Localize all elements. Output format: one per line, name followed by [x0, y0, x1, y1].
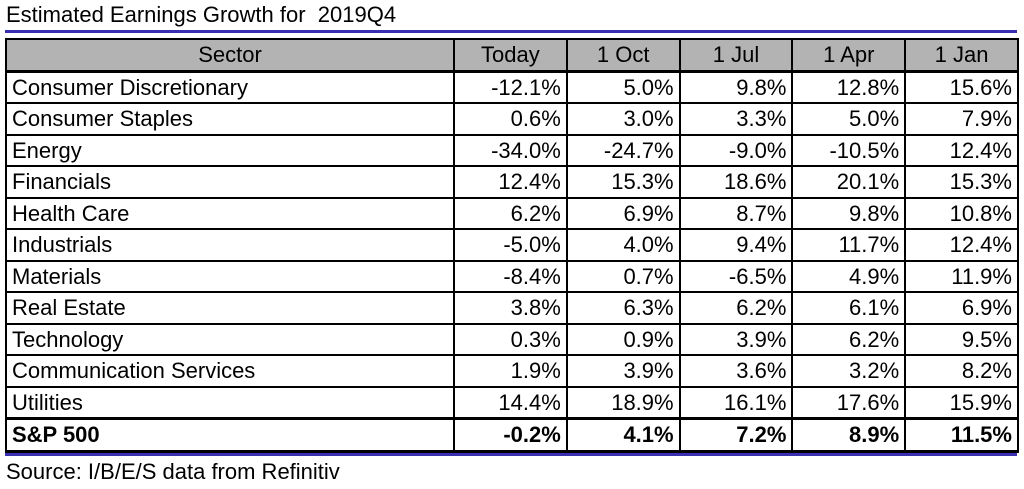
value-cell: -8.4%	[453, 259, 568, 293]
value-cell: -5.0%	[453, 228, 568, 262]
value-cell: 15.6%	[904, 70, 1019, 104]
value-cell: 0.3%	[453, 322, 568, 356]
value-cell: 6.3%	[565, 291, 681, 325]
table-body: Consumer Discretionary -12.1% 5.0% 9.8% 12.8…	[5, 70, 1019, 453]
sector-cell: Consumer Staples	[5, 102, 455, 136]
column-header: 1 Oct	[565, 38, 681, 73]
value-cell: -10.5%	[791, 133, 907, 167]
value-cell: 20.1%	[791, 165, 907, 199]
column-header: 1 Jul	[678, 38, 794, 73]
value-cell: 1.9%	[453, 354, 568, 388]
value-cell: 9.4%	[678, 228, 794, 262]
sector-cell: Materials	[5, 259, 455, 293]
value-cell: 3.9%	[678, 322, 794, 356]
value-cell: 4.9%	[791, 259, 907, 293]
value-cell: -24.7%	[565, 133, 681, 167]
table-row: Financials 12.4% 15.3% 18.6% 20.1% 15.3%	[5, 165, 1019, 199]
sector-cell: Health Care	[5, 196, 455, 230]
value-cell: 12.4%	[904, 133, 1019, 167]
table-row: Energy -34.0% -24.7% -9.0% -10.5% 12.4%	[5, 133, 1019, 167]
table-row: Real Estate 3.8% 6.3% 6.2% 6.1% 6.9%	[5, 291, 1019, 325]
sector-cell: Energy	[5, 133, 455, 167]
value-cell: 6.9%	[565, 196, 681, 230]
value-cell: 11.5%	[904, 417, 1019, 453]
sector-cell: S&P 500	[5, 417, 455, 453]
value-cell: 6.1%	[791, 291, 907, 325]
value-cell: -12.1%	[453, 70, 568, 104]
table-row: Health Care 6.2% 6.9% 8.7% 9.8% 10.8%	[5, 196, 1019, 230]
value-cell: -0.2%	[453, 417, 568, 453]
value-cell: 14.4%	[453, 385, 568, 420]
table-row: Communication Services 1.9% 3.9% 3.6% 3.2% 8.…	[5, 354, 1019, 388]
value-cell: 0.6%	[453, 102, 568, 136]
value-cell: 5.0%	[565, 70, 681, 104]
sector-cell: Consumer Discretionary	[5, 70, 455, 104]
sector-cell: Real Estate	[5, 291, 455, 325]
value-cell: 17.6%	[791, 385, 907, 420]
column-header: Today	[453, 38, 568, 73]
sector-cell: Industrials	[5, 228, 455, 262]
header-row: Sector Today 1 Oct 1 Jul 1 Apr 1 Jan	[5, 38, 1019, 73]
sector-cell: Communication Services	[5, 354, 455, 388]
value-cell: 9.5%	[904, 322, 1019, 356]
table-row: Materials -8.4% 0.7% -6.5% 4.9% 11.9%	[5, 259, 1019, 293]
value-cell: 3.8%	[453, 291, 568, 325]
value-cell: 18.6%	[678, 165, 794, 199]
value-cell: 9.8%	[678, 70, 794, 104]
column-header-sector: Sector	[5, 38, 455, 73]
column-header: 1 Apr	[791, 38, 907, 73]
table-row: Technology 0.3% 0.9% 3.9% 6.2% 9.5%	[5, 322, 1019, 356]
value-cell: 3.9%	[565, 354, 681, 388]
sector-cell: Financials	[5, 165, 455, 199]
value-cell: 3.0%	[565, 102, 681, 136]
value-cell: 0.7%	[565, 259, 681, 293]
value-cell: 8.7%	[678, 196, 794, 230]
value-cell: 7.9%	[904, 102, 1019, 136]
value-cell: 15.3%	[904, 165, 1019, 199]
table-row: Industrials -5.0% 4.0% 9.4% 11.7% 12.4%	[5, 228, 1019, 262]
value-cell: 6.2%	[791, 322, 907, 356]
value-cell: 11.7%	[791, 228, 907, 262]
value-cell: 18.9%	[565, 385, 681, 420]
value-cell: 12.8%	[791, 70, 907, 104]
value-cell: 15.3%	[565, 165, 681, 199]
total-row: S&P 500 -0.2% 4.1% 7.2% 8.9% 11.5%	[5, 417, 1019, 453]
value-cell: -34.0%	[453, 133, 568, 167]
column-header: 1 Jan	[904, 38, 1019, 73]
value-cell: 11.9%	[904, 259, 1019, 293]
value-cell: 5.0%	[791, 102, 907, 136]
value-cell: 9.8%	[791, 196, 907, 230]
value-cell: 7.2%	[678, 417, 794, 453]
sector-cell: Utilities	[5, 385, 455, 420]
value-cell: 8.9%	[791, 417, 907, 453]
title-rule	[5, 30, 1017, 33]
table-row: Consumer Discretionary -12.1% 5.0% 9.8% 12.8…	[5, 70, 1019, 104]
table-title: Estimated Earnings Growth for 2019Q4	[6, 2, 397, 27]
bottom-rule	[5, 453, 1017, 456]
value-cell: 16.1%	[678, 385, 794, 420]
value-cell: 6.9%	[904, 291, 1019, 325]
value-cell: 10.8%	[904, 196, 1019, 230]
value-cell: 15.9%	[904, 385, 1019, 420]
value-cell: 12.4%	[453, 165, 568, 199]
value-cell: 3.6%	[678, 354, 794, 388]
value-cell: -9.0%	[678, 133, 794, 167]
earnings-growth-table: Sector Today 1 Oct 1 Jul 1 Apr 1 Jan Consumer…	[5, 38, 1019, 453]
table-row: Consumer Staples 0.6% 3.0% 3.3% 5.0% 7.9%	[5, 102, 1019, 136]
value-cell: 4.0%	[565, 228, 681, 262]
table-header: Sector Today 1 Oct 1 Jul 1 Apr 1 Jan	[5, 38, 1019, 73]
value-cell: 3.3%	[678, 102, 794, 136]
value-cell: 8.2%	[904, 354, 1019, 388]
value-cell: 3.2%	[791, 354, 907, 388]
value-cell: 12.4%	[904, 228, 1019, 262]
source-note: Source: I/B/E/S data from Refinitiv	[6, 459, 340, 484]
value-cell: 6.2%	[453, 196, 568, 230]
value-cell: 6.2%	[678, 291, 794, 325]
value-cell: -6.5%	[678, 259, 794, 293]
value-cell: 0.9%	[565, 322, 681, 356]
value-cell: 4.1%	[565, 417, 681, 453]
sector-cell: Technology	[5, 322, 455, 356]
table-row: Utilities 14.4% 18.9% 16.1% 17.6% 15.9%	[5, 385, 1019, 420]
